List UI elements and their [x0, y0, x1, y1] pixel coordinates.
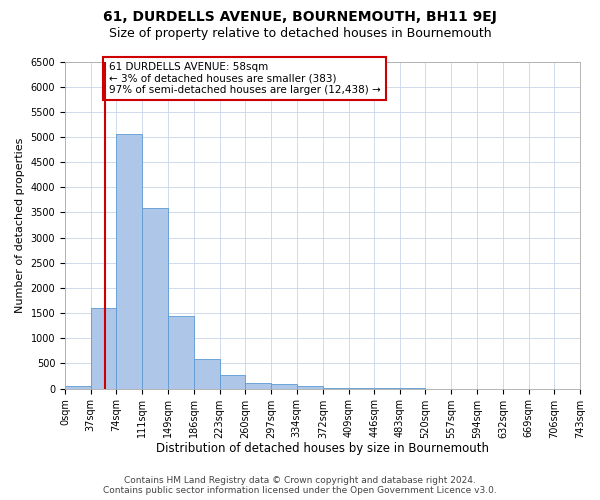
Bar	[116, 134, 142, 388]
Text: Size of property relative to detached houses in Bournemouth: Size of property relative to detached ho…	[109, 28, 491, 40]
Bar	[142, 208, 168, 388]
Bar	[220, 376, 245, 388]
Bar	[245, 383, 271, 388]
Bar	[91, 308, 116, 388]
Y-axis label: Number of detached properties: Number of detached properties	[15, 138, 25, 312]
X-axis label: Distribution of detached houses by size in Bournemouth: Distribution of detached houses by size …	[156, 442, 489, 455]
Text: Contains HM Land Registry data © Crown copyright and database right 2024.
Contai: Contains HM Land Registry data © Crown c…	[103, 476, 497, 495]
Text: 61 DURDELLS AVENUE: 58sqm
← 3% of detached houses are smaller (383)
97% of semi-: 61 DURDELLS AVENUE: 58sqm ← 3% of detach…	[109, 62, 380, 95]
Bar	[194, 359, 220, 388]
Bar	[65, 386, 91, 388]
Bar	[296, 386, 323, 388]
Bar	[271, 384, 296, 388]
Text: 61, DURDELLS AVENUE, BOURNEMOUTH, BH11 9EJ: 61, DURDELLS AVENUE, BOURNEMOUTH, BH11 9…	[103, 10, 497, 24]
Bar	[168, 316, 194, 388]
